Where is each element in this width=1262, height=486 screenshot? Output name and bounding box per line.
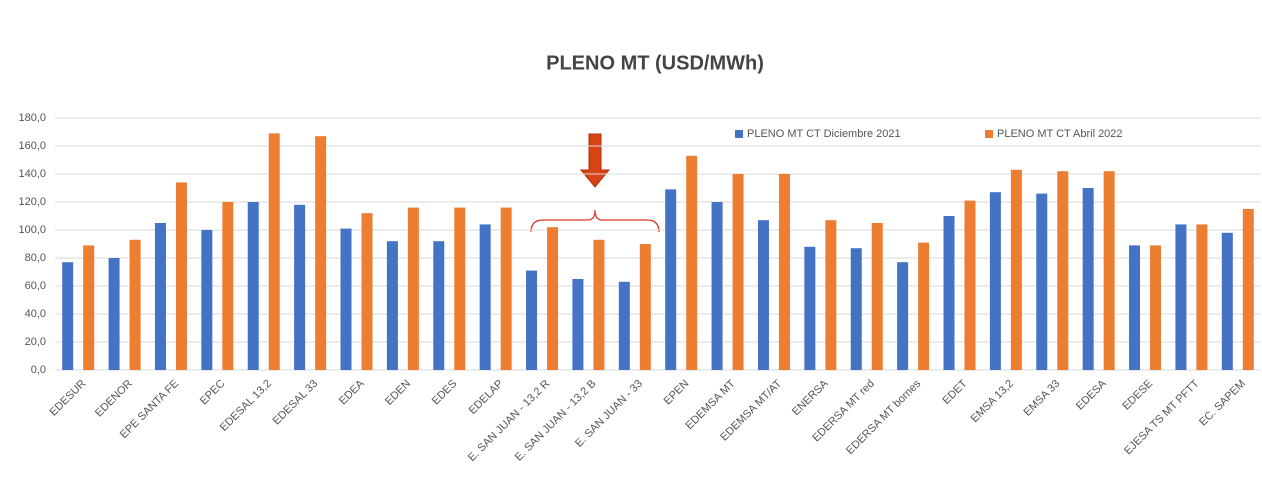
bar: [1103, 171, 1115, 370]
bar: [268, 133, 280, 370]
bar: [918, 242, 930, 370]
bar: [407, 207, 419, 370]
bar: [175, 182, 187, 370]
bar: [618, 281, 630, 370]
y-tick-label: 0,0: [31, 364, 46, 376]
bar: [479, 224, 491, 370]
bar: [943, 216, 955, 370]
bar: [1175, 224, 1187, 370]
y-tick-label: 60,0: [25, 280, 46, 292]
bar: [1150, 245, 1162, 370]
bar: [433, 241, 445, 370]
bar: [711, 202, 723, 370]
bar: [1242, 209, 1254, 370]
y-tick-label: 100,0: [18, 224, 46, 236]
x-tick-label: EDEN: [383, 378, 413, 408]
bar: [732, 174, 744, 370]
x-tick-label: EDELAP: [467, 378, 506, 417]
bar: [871, 223, 883, 370]
x-tick-label: EDET: [940, 377, 969, 406]
x-tick-label: E. SAN JUAN - 13,2 R: [466, 378, 552, 464]
bar: [62, 262, 74, 370]
bar: [1010, 169, 1022, 370]
x-tick-label: EDESAL 33: [271, 378, 321, 428]
y-tick-label: 120,0: [18, 196, 46, 208]
bar: [639, 244, 651, 370]
bar: [547, 227, 559, 370]
x-tick-label: EDENOR: [93, 378, 135, 420]
bar: [1057, 171, 1069, 370]
bar: [108, 258, 120, 370]
bar: [340, 228, 352, 370]
x-tick-label: ENERSA: [790, 377, 831, 418]
bar: [1036, 193, 1048, 370]
x-tick-label: EDEA: [337, 377, 367, 407]
legend-swatch: [985, 130, 993, 138]
bar: [154, 223, 166, 370]
legend-label: PLENO MT CT Diciembre 2021: [747, 128, 901, 140]
x-tick-label: EDES: [430, 378, 460, 408]
x-tick-label: E. SAN JUAN - 13,2 B: [513, 378, 599, 464]
bar: [964, 200, 976, 370]
bar: [686, 155, 698, 370]
x-tick-label: EDESA: [1074, 377, 1109, 412]
bracket: [530, 209, 660, 233]
x-tick-label: EDESUR: [47, 378, 88, 419]
bar: [129, 239, 141, 370]
x-tick-label: EC. SAPEM: [1197, 378, 1248, 429]
bar: [526, 270, 538, 370]
bar: [294, 204, 306, 370]
bar: [247, 202, 259, 370]
bar: [850, 248, 862, 370]
bar: [83, 245, 95, 370]
bar: [454, 207, 466, 370]
bar: [665, 189, 677, 370]
bar: [315, 136, 327, 370]
x-tick-label: EDESE: [1120, 378, 1155, 413]
bar: [804, 246, 816, 370]
y-tick-label: 180,0: [18, 112, 46, 124]
bar: [757, 220, 769, 370]
bar: [825, 220, 837, 370]
bar: [500, 207, 512, 370]
bar: [778, 174, 790, 370]
bar: [361, 213, 373, 370]
legend-label: PLENO MT CT Abril 2022: [997, 128, 1123, 140]
bar: [1082, 188, 1094, 370]
bar: [1221, 232, 1233, 370]
bar: [386, 241, 398, 370]
y-tick-label: 40,0: [25, 308, 46, 320]
bar: [201, 230, 213, 370]
bar: [572, 279, 584, 370]
y-tick-label: 160,0: [18, 140, 46, 152]
x-tick-label: EMSA 13,2: [969, 378, 1016, 425]
bar: [593, 239, 605, 370]
x-tick-label: EMSA 33: [1022, 378, 1063, 419]
bar: [989, 192, 1001, 370]
legend-swatch: [735, 130, 743, 138]
y-tick-label: 20,0: [25, 336, 46, 348]
bar: [897, 262, 909, 370]
chart-title: PLENO MT (USD/MWh): [546, 52, 764, 74]
bar: [1129, 245, 1141, 370]
arrow: [579, 133, 611, 188]
x-tick-label: EPEN: [662, 378, 692, 408]
y-tick-label: 140,0: [18, 168, 46, 180]
x-tick-label: EPEC: [198, 378, 228, 408]
annotation: [530, 133, 660, 233]
bar: [1196, 224, 1208, 370]
bar: [222, 202, 234, 370]
y-tick-label: 80,0: [25, 252, 46, 264]
